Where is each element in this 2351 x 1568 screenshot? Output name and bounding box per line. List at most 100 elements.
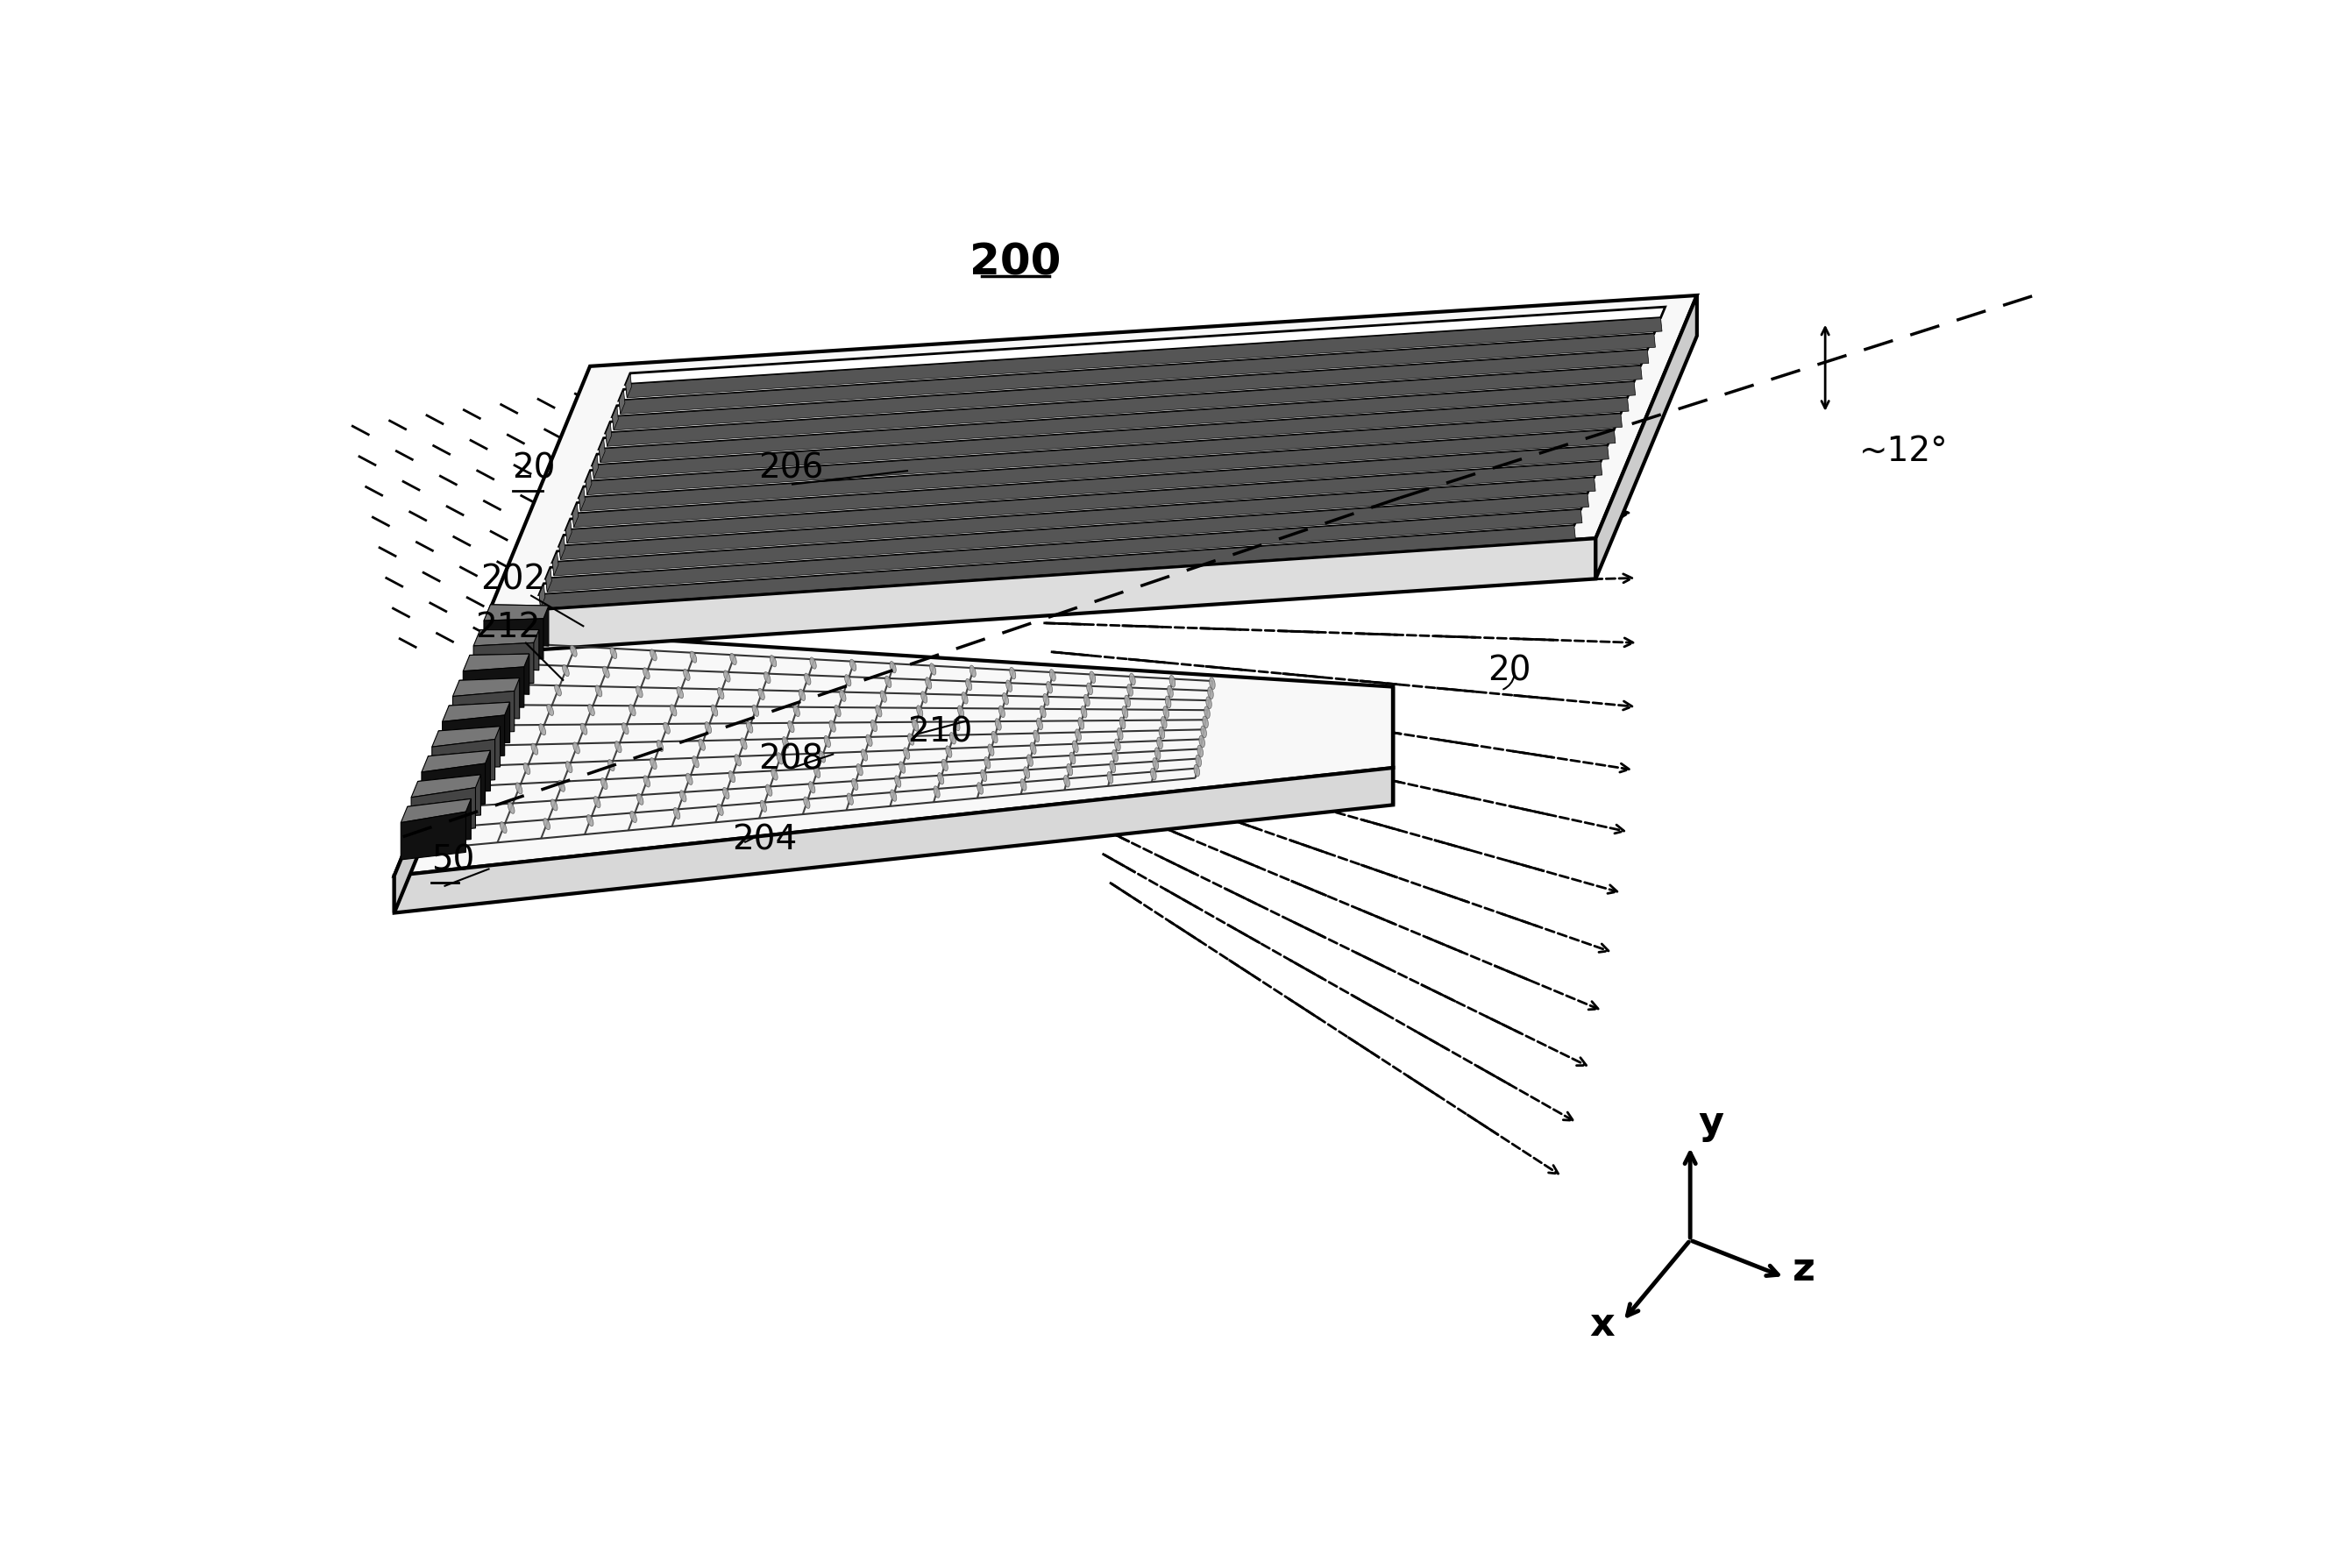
Polygon shape (571, 436, 1613, 514)
Ellipse shape (759, 801, 766, 812)
Polygon shape (607, 422, 611, 447)
Ellipse shape (670, 706, 677, 717)
Ellipse shape (1164, 707, 1168, 718)
Ellipse shape (531, 743, 538, 756)
Ellipse shape (515, 782, 522, 795)
Ellipse shape (1089, 671, 1096, 684)
Polygon shape (458, 679, 520, 720)
Polygon shape (567, 452, 1606, 530)
Polygon shape (491, 605, 548, 646)
Polygon shape (592, 398, 1629, 480)
Ellipse shape (1154, 748, 1161, 760)
Polygon shape (400, 812, 465, 861)
Ellipse shape (602, 778, 607, 790)
Ellipse shape (555, 685, 562, 696)
Polygon shape (428, 751, 491, 793)
Polygon shape (611, 406, 618, 431)
Ellipse shape (943, 759, 947, 771)
Ellipse shape (809, 782, 816, 793)
Polygon shape (578, 419, 1617, 499)
Ellipse shape (684, 670, 689, 681)
Ellipse shape (498, 724, 505, 735)
Ellipse shape (574, 743, 581, 754)
Ellipse shape (1168, 676, 1176, 688)
Ellipse shape (588, 815, 592, 826)
Ellipse shape (531, 644, 536, 655)
Ellipse shape (524, 764, 531, 775)
Ellipse shape (1009, 668, 1016, 679)
Ellipse shape (1063, 776, 1070, 787)
Ellipse shape (879, 691, 886, 702)
Ellipse shape (663, 723, 670, 734)
Polygon shape (611, 340, 1653, 417)
Polygon shape (600, 372, 1639, 450)
Ellipse shape (679, 790, 686, 803)
Ellipse shape (792, 706, 799, 717)
Polygon shape (560, 478, 1596, 560)
Text: 20: 20 (513, 452, 555, 485)
Ellipse shape (595, 797, 600, 808)
Ellipse shape (907, 734, 915, 746)
Ellipse shape (804, 674, 811, 685)
Ellipse shape (1161, 717, 1166, 729)
Ellipse shape (1002, 693, 1009, 706)
Ellipse shape (644, 668, 649, 679)
Text: y: y (1697, 1104, 1723, 1142)
Polygon shape (592, 387, 1632, 466)
Ellipse shape (1121, 707, 1128, 718)
Ellipse shape (1197, 746, 1204, 757)
Ellipse shape (1070, 753, 1074, 765)
Ellipse shape (1044, 695, 1049, 706)
Text: 202: 202 (480, 563, 545, 596)
Polygon shape (421, 764, 484, 809)
Ellipse shape (1119, 718, 1126, 729)
Polygon shape (571, 447, 1608, 528)
Polygon shape (607, 367, 1641, 447)
Ellipse shape (955, 720, 959, 731)
Ellipse shape (992, 732, 997, 743)
Ellipse shape (630, 706, 635, 717)
Ellipse shape (891, 790, 896, 801)
Ellipse shape (896, 776, 900, 787)
Ellipse shape (1201, 726, 1206, 739)
Ellipse shape (865, 735, 872, 746)
Polygon shape (552, 552, 560, 577)
Ellipse shape (1039, 706, 1046, 718)
Ellipse shape (698, 740, 705, 751)
Polygon shape (473, 630, 538, 646)
Ellipse shape (567, 762, 571, 773)
Ellipse shape (884, 676, 891, 688)
Polygon shape (592, 455, 597, 480)
Polygon shape (400, 800, 470, 823)
Ellipse shape (1107, 771, 1112, 784)
Ellipse shape (1079, 718, 1084, 729)
Ellipse shape (978, 782, 983, 795)
Polygon shape (571, 503, 578, 528)
Ellipse shape (752, 706, 759, 717)
Ellipse shape (611, 648, 616, 659)
Ellipse shape (788, 721, 795, 732)
Ellipse shape (522, 663, 529, 676)
Text: 206: 206 (759, 452, 823, 485)
Polygon shape (545, 499, 1585, 579)
Ellipse shape (1117, 729, 1124, 740)
Ellipse shape (548, 704, 552, 717)
Polygon shape (484, 619, 543, 660)
Ellipse shape (562, 665, 569, 677)
Ellipse shape (985, 757, 990, 770)
Polygon shape (607, 356, 1646, 433)
Text: ~12°: ~12° (1860, 434, 1949, 467)
Ellipse shape (1006, 681, 1013, 693)
Polygon shape (625, 307, 1665, 386)
Ellipse shape (929, 663, 936, 676)
Ellipse shape (966, 679, 971, 691)
Ellipse shape (1204, 707, 1211, 718)
Polygon shape (578, 430, 1615, 511)
Polygon shape (463, 668, 524, 709)
Ellipse shape (851, 779, 858, 790)
Ellipse shape (656, 740, 663, 753)
Ellipse shape (945, 746, 952, 757)
Ellipse shape (809, 659, 816, 670)
Ellipse shape (482, 765, 489, 776)
Ellipse shape (515, 684, 520, 696)
